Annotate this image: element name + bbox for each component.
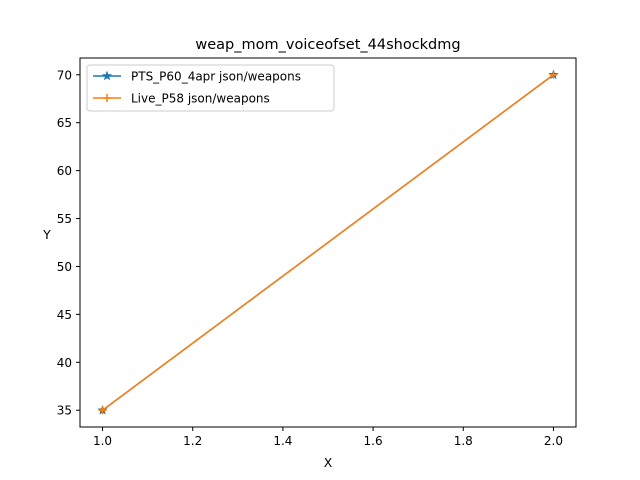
- legend: PTS_P60_4apr json/weapons Live_P58 json/w…: [86, 64, 335, 112]
- y-tick-label: 45: [57, 308, 72, 322]
- legend-label: PTS_P60_4apr json/weapons: [131, 70, 301, 84]
- data-point: [98, 406, 107, 415]
- y-axis-label: Y: [42, 227, 51, 242]
- y-tick-label: 35: [57, 404, 72, 418]
- series-line: [102, 74, 554, 411]
- x-tick-label: 2.0: [544, 434, 563, 448]
- series-2: [98, 70, 558, 415]
- x-tick-label: 1.6: [364, 434, 383, 448]
- y-tick-label: 50: [57, 260, 72, 274]
- x-tick-label: 1.8: [454, 434, 473, 448]
- x-axis: 1.0 1.2 1.4 1.6 1.8 2.0: [93, 427, 563, 448]
- x-axis-label: X: [324, 455, 333, 470]
- legend-label: Live_P58 json/weapons: [131, 92, 270, 106]
- y-tick-label: 40: [57, 356, 72, 370]
- y-tick-label: 70: [57, 68, 72, 82]
- y-tick-label: 65: [57, 116, 72, 130]
- chart-title: weap_mom_voiceofset_44shockdmg: [195, 37, 460, 53]
- x-tick-label: 1.2: [183, 434, 202, 448]
- x-tick-label: 1.0: [93, 434, 112, 448]
- axes-frame: [79, 57, 577, 428]
- y-tick-label: 55: [57, 212, 72, 226]
- legend-entry-2: Live_P58 json/weapons: [93, 92, 270, 106]
- legend-marker: [103, 94, 111, 102]
- legend-box: [86, 64, 335, 112]
- legend-entry-1: PTS_P60_4apr json/weapons: [93, 70, 301, 84]
- data-point: [549, 70, 558, 79]
- y-axis: 35 40 45 50 55 60 65 70: [57, 68, 80, 418]
- y-tick-label: 60: [57, 164, 72, 178]
- series-layer: [97, 69, 559, 415]
- x-tick-label: 1.4: [273, 434, 292, 448]
- legend-marker: [101, 70, 113, 81]
